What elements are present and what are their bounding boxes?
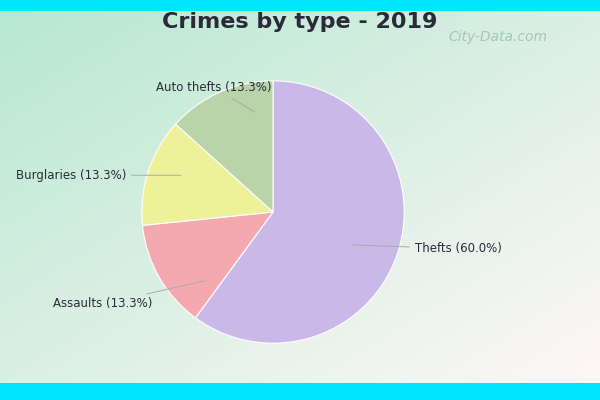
Wedge shape [142, 124, 273, 225]
Text: Burglaries (13.3%): Burglaries (13.3%) [16, 169, 181, 182]
Text: Thefts (60.0%): Thefts (60.0%) [352, 242, 502, 255]
Text: City-Data.com: City-Data.com [449, 30, 548, 44]
Text: Crimes by type - 2019: Crimes by type - 2019 [163, 12, 437, 32]
Text: Assaults (13.3%): Assaults (13.3%) [53, 281, 205, 310]
Text: Auto thefts (13.3%): Auto thefts (13.3%) [156, 81, 272, 112]
Wedge shape [196, 81, 404, 343]
Wedge shape [176, 81, 273, 212]
Wedge shape [142, 212, 273, 318]
